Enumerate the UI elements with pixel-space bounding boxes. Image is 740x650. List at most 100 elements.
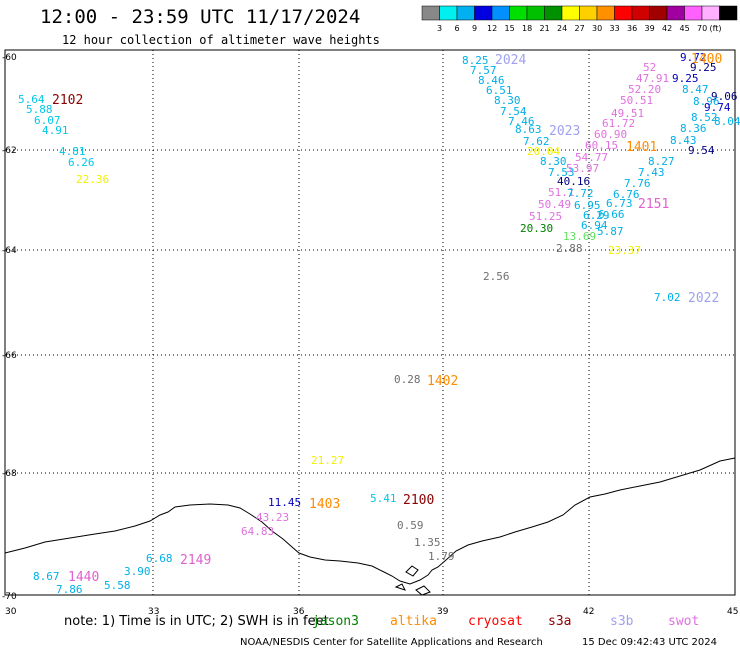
wave-height-value: 6.76 [613, 188, 640, 201]
wave-height-value: 52.20 [628, 83, 661, 96]
color-scale-swatch [421, 5, 440, 21]
x-tick-label: 45 [727, 607, 738, 617]
wave-height-value: 50.49 [538, 198, 571, 211]
color-scale-label: (ft) [710, 24, 722, 33]
pass-id-label: 2023 [549, 124, 580, 139]
color-scale-label: 21 [540, 24, 550, 33]
color-scale-label: 45 [680, 24, 690, 33]
wave-height-value: 6.26 [68, 156, 95, 169]
wave-height-value: 49.51 [611, 107, 644, 120]
wave-height-value: 6.07 [34, 114, 61, 127]
y-tick-label: -68 [2, 469, 17, 479]
coastline-islands [394, 565, 431, 596]
x-tick-label: 42 [583, 607, 594, 617]
color-scale-swatch [701, 5, 720, 21]
wave-height-value: 5.58 [104, 579, 131, 592]
wave-height-value: 0.28 [394, 373, 421, 386]
wave-height-value: 7.46 [508, 115, 535, 128]
wave-height-value: 9.06 [711, 90, 738, 103]
wave-height-value: 8.63 [515, 123, 542, 136]
color-scale-label: 24 [557, 24, 567, 33]
color-scale-label: 70 [697, 24, 707, 33]
y-tick-label: -66 [2, 351, 17, 361]
x-tick-label: 39 [437, 607, 449, 617]
wave-height-value: 5.88 [26, 103, 53, 116]
wave-height-value: 21.27 [311, 454, 344, 467]
legend-note: note: 1) Time is in UTC; 2) SWH is in fe… [64, 614, 329, 629]
map-frame [4, 49, 736, 596]
color-scale-swatch [474, 5, 493, 21]
wave-height-value: 7.86 [56, 583, 83, 596]
y-tick-label: -70 [2, 592, 17, 602]
wave-height-value: 47.91 [636, 72, 669, 85]
color-scale-swatch [491, 5, 510, 21]
wave-height-value: 60.90 [594, 128, 627, 141]
color-scale-label: 33 [610, 24, 620, 33]
color-scale-label: 3 [437, 24, 442, 33]
wave-height-value: 8.52 [691, 111, 718, 124]
wave-height-value: 8.30 [540, 155, 567, 168]
mission-legend-s3b: s3b [610, 614, 634, 629]
wave-height-value: 7.76 [624, 177, 651, 190]
mission-legend-jason3: jason3 [312, 614, 359, 629]
satellite-pass-ids: 2102 2024 2023 1401 2151 2022 1402 1403 2100 2149… [52, 52, 722, 585]
wave-height-value: 7.62 [523, 135, 550, 148]
mission-legend-s3a: s3a [548, 614, 571, 629]
wave-height-value: 53.97 [566, 162, 599, 175]
wave-height-value: 6.29 [583, 209, 610, 222]
wave-height-value: 61.72 [602, 117, 635, 130]
pass-id-label: 2102 [52, 93, 83, 108]
x-axis-ticks: 30 33 36 39 42 45 [5, 607, 738, 617]
wave-height-value: 64.83 [241, 525, 274, 538]
color-scale-label: 39 [645, 24, 655, 33]
wave-height-value: 9.25 [690, 61, 717, 74]
color-scale-swatch [439, 5, 458, 21]
graticule [5, 50, 735, 595]
wave-height-value: 8.25 [462, 54, 489, 67]
color-scale-label: 12 [487, 24, 497, 33]
wave-height-value: 7.57 [470, 64, 497, 77]
wave-height-value: 8.47 [682, 83, 709, 96]
wave-height-value: 13.69 [563, 230, 596, 243]
color-scale-bar: 3 6 9 12 15 18 21 24 27 30 33 36 39 42 45 70 (ft) [421, 5, 738, 33]
wave-height-value: 7.53 [548, 166, 575, 179]
wave-height-value: 40.16 [557, 175, 590, 188]
pass-id-label: 2151 [638, 197, 669, 212]
color-scale-swatch [544, 5, 563, 21]
wave-height-observations: 5.645.886.074.914.816.2622.368.257.578.4… [18, 51, 740, 596]
wave-height-value: 60.15 [585, 139, 618, 152]
wave-height-value: 11.45 [268, 496, 301, 509]
color-scale-swatch [526, 5, 545, 21]
mission-legend-altika: altika [390, 614, 437, 629]
footer-timestamp: 15 Dec 09:42:43 UTC 2024 [582, 637, 717, 648]
wave-height-value: 5.87 [597, 225, 624, 238]
y-tick-label: -60 [2, 53, 17, 63]
wave-height-value: 43.23 [256, 511, 289, 524]
pass-id-label: 1402 [427, 374, 458, 389]
wave-height-value: 50.51 [620, 94, 653, 107]
wave-height-value: 0.59 [397, 519, 424, 532]
footer-organization: NOAA/NESDIS Center for Satellite Applica… [240, 637, 543, 648]
color-scale-label: 27 [575, 24, 585, 33]
x-tick-label: 36 [293, 607, 305, 617]
color-scale-swatch [719, 5, 738, 21]
wave-height-value: 20.30 [520, 222, 553, 235]
y-tick-label: -64 [2, 246, 17, 256]
wave-height-value: 1.79 [428, 550, 455, 563]
mission-legend-swot: swot [668, 614, 699, 629]
antarctic-coastline [4, 457, 736, 585]
wave-height-value: 20.04 [527, 145, 560, 158]
wave-height-value: 52 [643, 61, 656, 74]
color-scale-swatch [596, 5, 615, 21]
pass-id-label: 1440 [68, 570, 99, 585]
color-scale-label: 42 [662, 24, 672, 33]
wave-height-value: 8.27 [648, 155, 675, 168]
x-tick-label: 33 [148, 607, 159, 617]
color-scale-swatch [614, 5, 633, 21]
mission-legend-cryosat: cryosat [468, 614, 523, 629]
wave-height-value: 2.88 [556, 242, 583, 255]
color-scale-swatch [631, 5, 650, 21]
wave-height-value: 7.43 [638, 166, 665, 179]
color-scale-label: 18 [522, 24, 532, 33]
wave-height-value: 8.36 [680, 122, 707, 135]
